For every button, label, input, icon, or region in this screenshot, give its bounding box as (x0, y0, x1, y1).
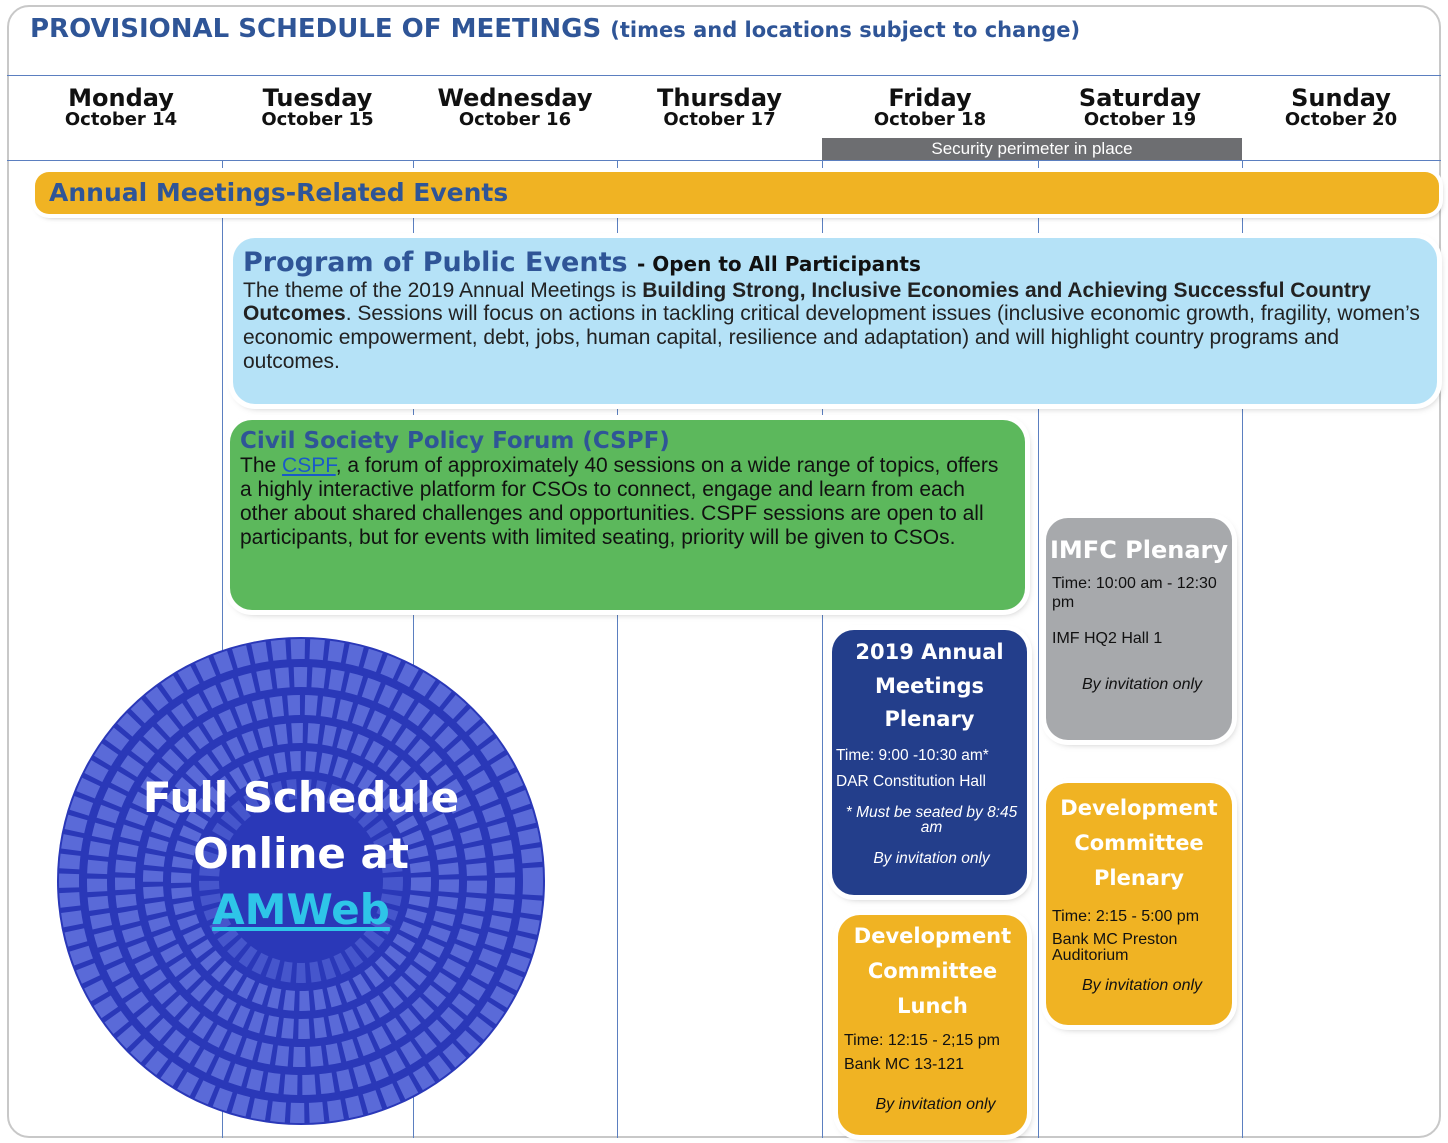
column-divider (222, 160, 223, 1138)
page-title: PROVISIONAL SCHEDULE OF MEETINGS (times … (30, 14, 1080, 44)
day-name: Sunday (1291, 84, 1391, 112)
title: PROVISIONAL SCHEDULE OF MEETINGS (30, 14, 602, 44)
day-date: October 17 (663, 109, 776, 130)
event-time: Time: 10:00 am - 12:30 pm (1052, 575, 1217, 612)
day-date: October 15 (261, 109, 374, 130)
header-rule (7, 160, 1441, 161)
event-invite: By invitation only (873, 849, 990, 867)
day-header: Saturday October 19 (1040, 86, 1240, 129)
day-header: Thursday October 17 (620, 86, 820, 129)
dc-lunch: Development Committee Lunch Time: 12:15 … (838, 915, 1027, 1135)
column-divider (1038, 160, 1039, 1138)
event-title: Development Committee Lunch (853, 924, 1012, 1018)
cspf-link[interactable]: CSPF (282, 454, 336, 478)
dc-plenary: Development Committee Plenary Time: 2:15… (1046, 783, 1232, 1025)
event-location: Bank MC Preston Auditorium (1052, 930, 1178, 965)
day-name: Monday (68, 84, 174, 112)
event-title: IMFC Plenary (1049, 536, 1229, 564)
amweb-link[interactable]: AMWeb (212, 885, 390, 934)
day-date: October 16 (458, 109, 572, 130)
column-divider (1242, 160, 1243, 1138)
event-invite: By invitation only (875, 1095, 996, 1113)
day-name: Thursday (657, 84, 782, 112)
day-name: Wednesday (437, 84, 593, 112)
day-header: Sunday October 20 (1241, 86, 1441, 129)
day-date: October 14 (64, 109, 178, 130)
event-time: Time: 9:00 -10:30 am* (836, 746, 989, 764)
text: The theme of the 2019 Annual Meetings is (243, 278, 643, 302)
frame (7, 5, 1441, 1138)
event-title: 2019 Annual Meetings Plenary (855, 640, 1004, 732)
circle-line: Full Schedule (142, 773, 460, 822)
event-title: Development Committee Plenary (1060, 796, 1218, 890)
text: . Sessions will focus on actions in tack… (243, 302, 1420, 373)
circle-text: Full Schedule Online at AMWeb (56, 770, 546, 938)
event-time: Time: 12:15 - 2;15 pm (844, 1031, 1000, 1049)
cspf-title: Civil Society Policy Forum (CSPF) (240, 428, 670, 454)
event-invite: By invitation only (1081, 977, 1203, 995)
schedule-circle (57, 637, 545, 1125)
event-location: DAR Constitution Hall (836, 772, 986, 790)
column-divider (822, 160, 823, 1138)
subtitle: (times and locations subject to change) (610, 18, 1081, 42)
column-divider (617, 160, 618, 1138)
public-events-subtitle: - Open to All Participants (636, 252, 921, 276)
brick-pattern (59, 639, 543, 1123)
day-date: October 20 (1284, 109, 1398, 130)
day-date: October 19 (1083, 109, 1197, 130)
day-header: Friday October 18 (830, 86, 1030, 129)
day-date: October 18 (873, 109, 987, 130)
public-events-heading: Program of Public Events - Open to All P… (243, 247, 1427, 279)
header-rule (7, 75, 1441, 76)
circle-line: Online at (193, 829, 409, 878)
column-divider (413, 160, 414, 1138)
day-name: Tuesday (262, 84, 373, 112)
event-time: Time: 2:15 - 5:00 pm (1052, 907, 1200, 925)
imfc: IMFC Plenary Time: 10:00 am - 12:30 pm I… (1046, 518, 1232, 740)
public-events-title: Program of Public Events (243, 247, 628, 278)
day-name: Friday (888, 84, 972, 112)
cspf: Civil Society Policy Forum (CSPF) The CS… (230, 420, 1025, 610)
public-events: Program of Public Events - Open to All P… (233, 238, 1437, 404)
text: , a forum of approximately 40 sessions o… (240, 454, 999, 550)
day-header: Wednesday October 16 (415, 86, 615, 129)
event-invite: By invitation only (1081, 676, 1203, 694)
text: The (240, 454, 283, 478)
security-note: Security perimeter in place (822, 138, 1242, 160)
day-header: Tuesday October 15 (218, 86, 418, 129)
events-band: Annual Meetings-Related Events (35, 172, 1439, 214)
theme: Building Strong, Inclusive Economies and… (243, 278, 1371, 326)
plenary: 2019 Annual Meetings Plenary Time: 9:00 … (832, 630, 1027, 895)
day-header: Monday October 14 (21, 86, 221, 129)
event-location: IMF HQ2 Hall 1 (1052, 630, 1163, 648)
event-note: * Must be seated by 8:45 am (845, 803, 1018, 837)
day-name: Saturday (1078, 84, 1202, 112)
event-location: Bank MC 13-121 (844, 1055, 965, 1073)
